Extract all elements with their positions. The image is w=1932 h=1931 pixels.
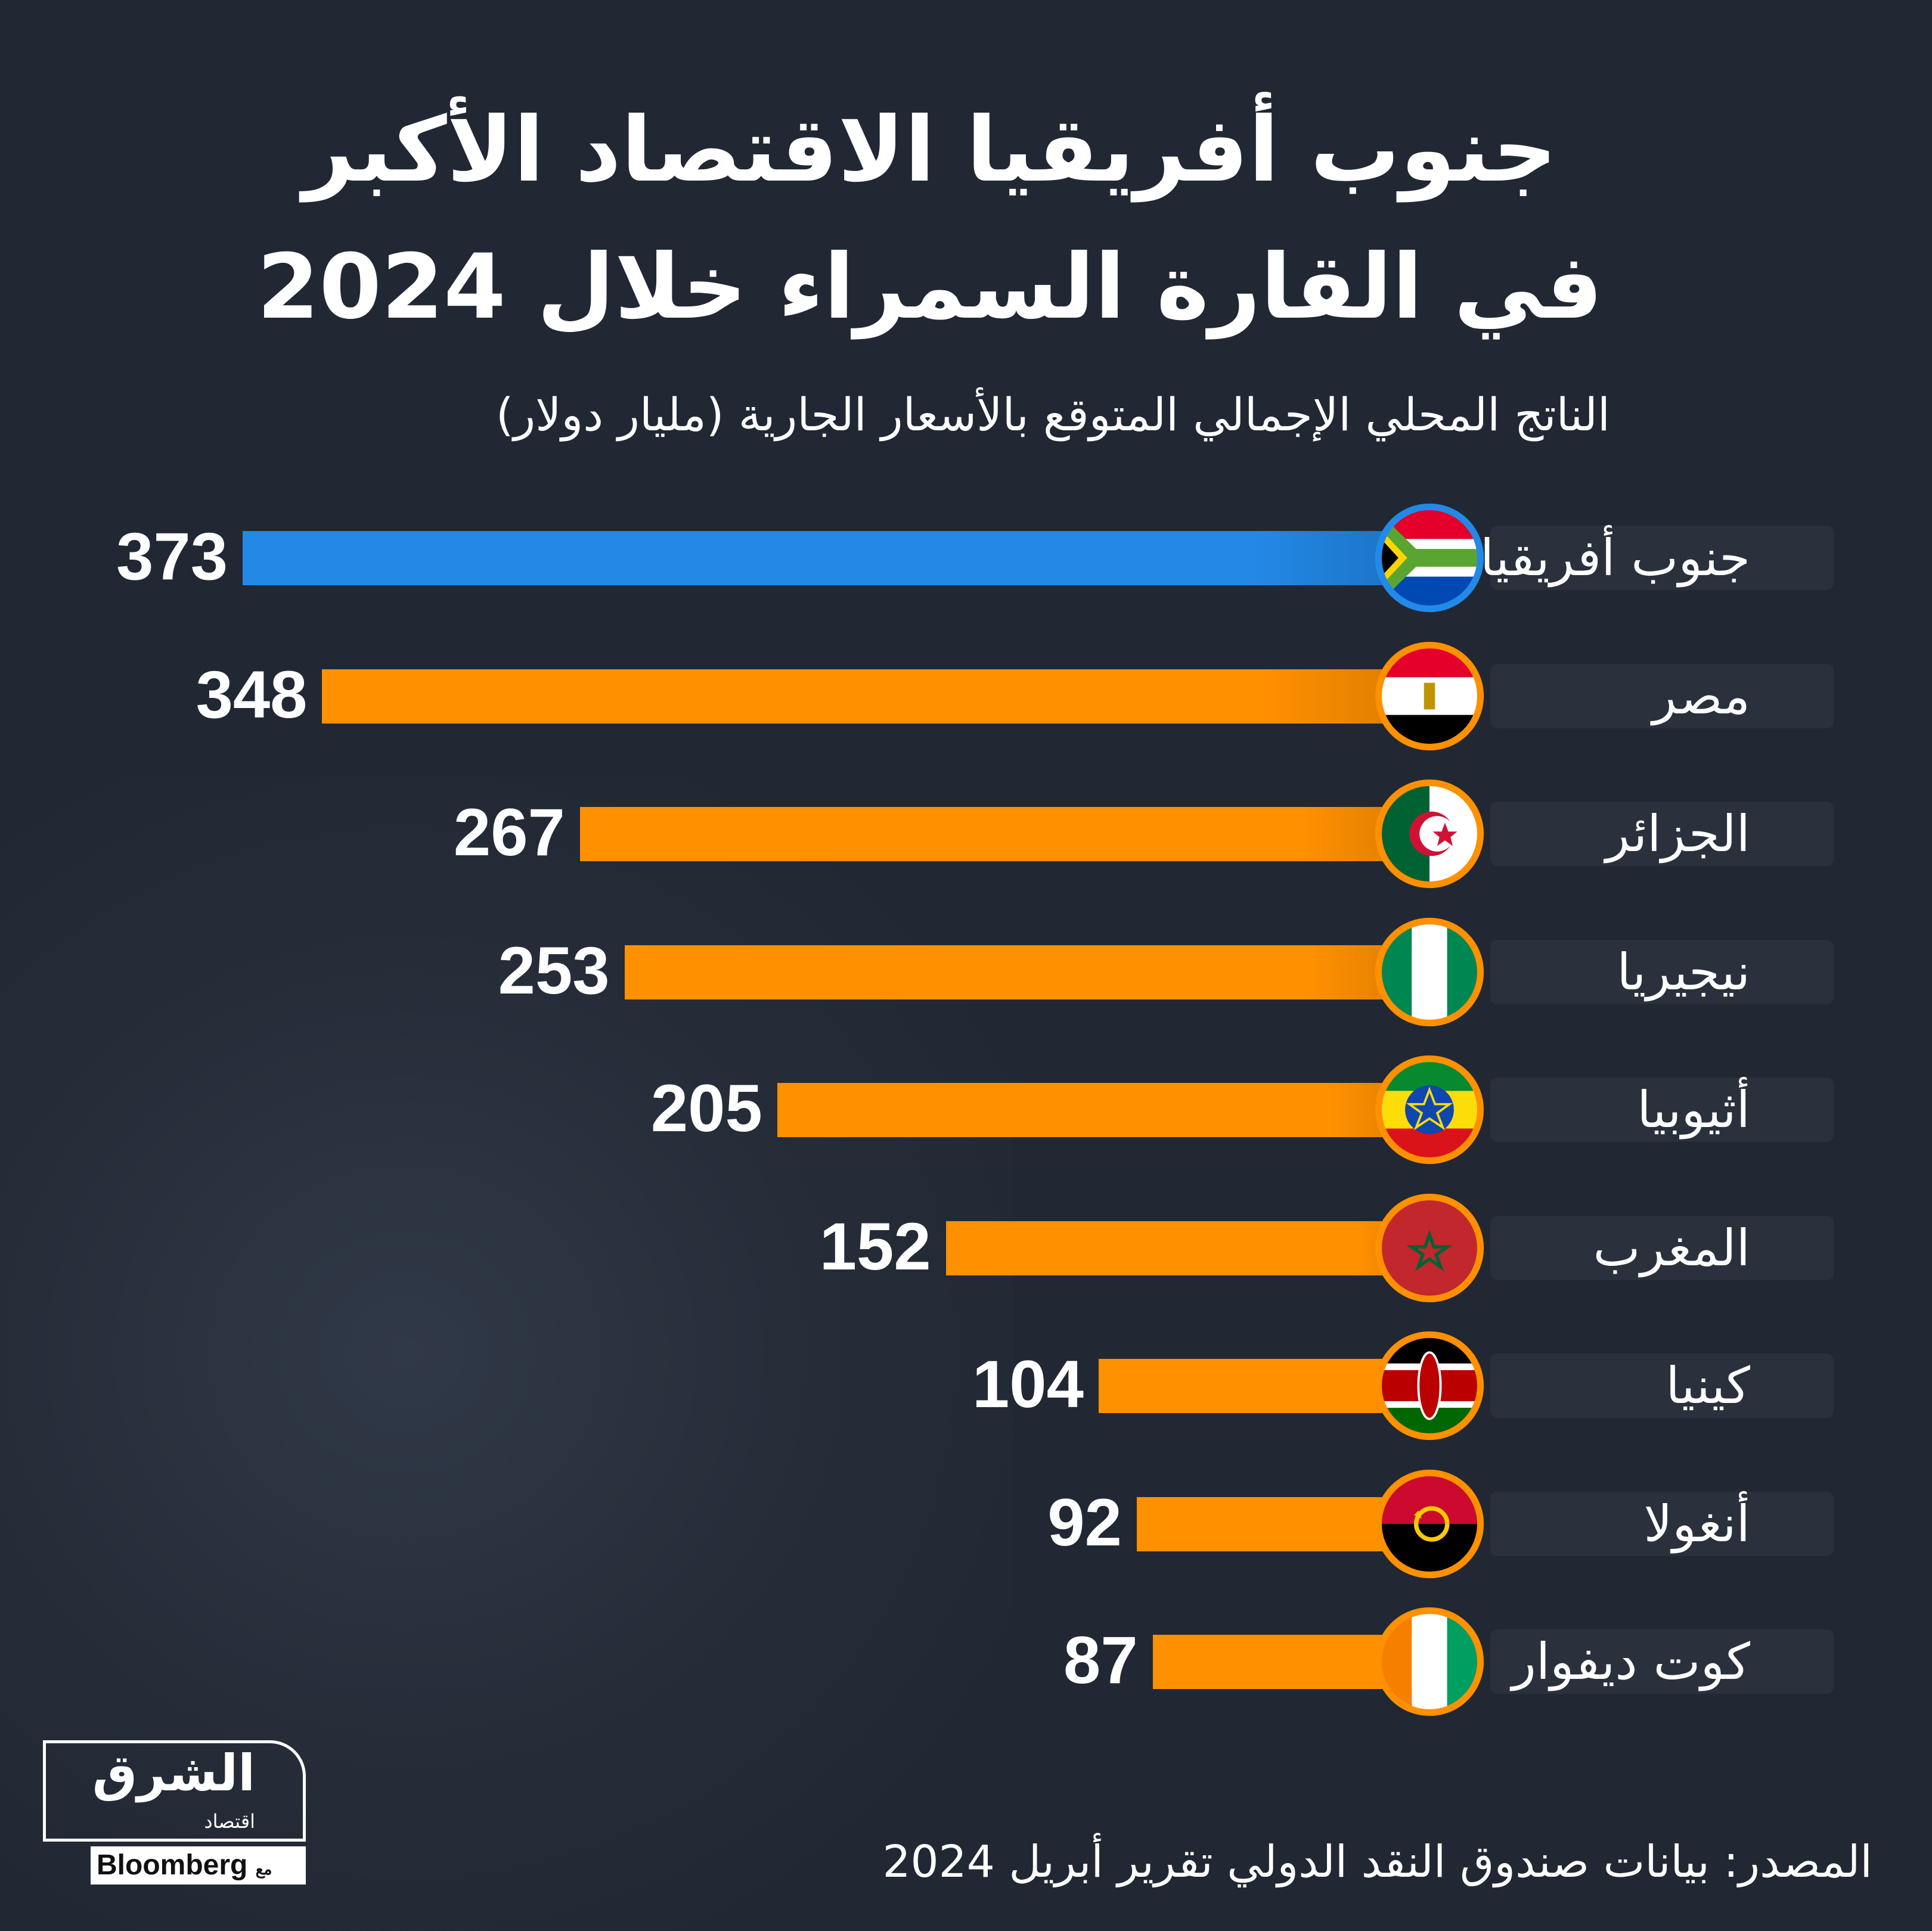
bar [945,1221,1429,1275]
logo-frame: الشرق اقتصاد [43,1740,306,1842]
value-label: 205 [650,1071,762,1145]
flag-egypt-icon [1375,641,1484,750]
flag-algeria-icon [1375,779,1484,889]
label-box: المغرب [1490,1215,1834,1280]
chart-row: كوت ديفوار 87 [0,1602,1932,1721]
bar [243,531,1429,585]
category-label: الجزائر [1605,805,1750,863]
chart-row: نيجيريا 253 [0,912,1932,1032]
chart-row: الجزائر 267 [0,774,1932,893]
label-box: نيجيريا [1490,939,1834,1004]
category-label: جنوب أفريقيا [1480,529,1750,587]
chart-row: أنغولا 92 [0,1464,1932,1584]
title-line-1: جنوب أفريقيا الاقتصاد الأكبر [302,98,1558,202]
logo-with: مع [255,1860,272,1878]
label-box: أنغولا [1490,1491,1834,1556]
value-label: 87 [1063,1623,1138,1697]
source-note: المصدر: بيانات صندوق النقد الدولي تقرير … [882,1836,1872,1887]
flag-nigeria-icon [1375,917,1484,1026]
value-label: 348 [196,657,308,732]
bar [624,945,1429,999]
category-label: المغرب [1593,1218,1750,1277]
flag-ivory-coast-icon [1375,1607,1484,1716]
value-label: 267 [453,795,565,870]
value-label: 373 [116,519,228,594]
category-label: مصر [1652,666,1750,725]
value-label: 152 [819,1209,931,1284]
label-box: مصر [1490,663,1834,728]
value-label: 92 [1047,1485,1122,1560]
logo-partner-name: Bloomberg [97,1849,248,1881]
bar [322,669,1429,724]
flag-angola-icon [1375,1469,1484,1578]
logo-partner: Bloomberg مع [91,1846,306,1885]
logo-sub: اقتصاد [204,1810,255,1833]
category-label: كينيا [1666,1356,1750,1415]
logo-name: الشرق [92,1744,255,1802]
chart-row: مصر 348 [0,637,1932,756]
bar [1098,1359,1429,1413]
category-label: كوت ديفوار [1512,1632,1750,1691]
chart-row: كينيا 104 [0,1326,1932,1445]
category-label: أنغولا [1643,1494,1750,1553]
label-box: جنوب أفريقيا [1480,526,1834,590]
label-box: أثيوبيا [1490,1078,1834,1142]
value-label: 104 [972,1347,1084,1421]
flag-kenya-icon [1375,1331,1484,1441]
value-label: 253 [498,933,610,1008]
chart-row: المغرب 152 [0,1188,1932,1308]
bar [579,807,1429,861]
category-label: نيجيريا [1617,942,1750,1001]
flag-south-africa-icon [1375,503,1484,613]
label-box: كوت ديفوار [1490,1629,1834,1694]
chart-row: جنوب أفريقيا 373 [0,498,1932,617]
label-box: الجزائر [1490,802,1834,866]
flag-ethiopia-icon [1375,1055,1484,1165]
asharq-bloomberg-logo: الشرق اقتصاد Bloomberg مع [43,1740,306,1885]
flag-morocco-icon [1375,1193,1484,1302]
bar [777,1083,1429,1137]
label-box: كينيا [1490,1353,1834,1418]
subtitle: الناتج المحلي الإجمالي المتوقع بالأسعار … [495,388,1610,441]
chart-row: أثيوبيا 205 [0,1050,1932,1169]
category-label: أثيوبيا [1637,1081,1750,1139]
title-line-2: في القارة السمراء خلال 2024 [257,235,1603,339]
